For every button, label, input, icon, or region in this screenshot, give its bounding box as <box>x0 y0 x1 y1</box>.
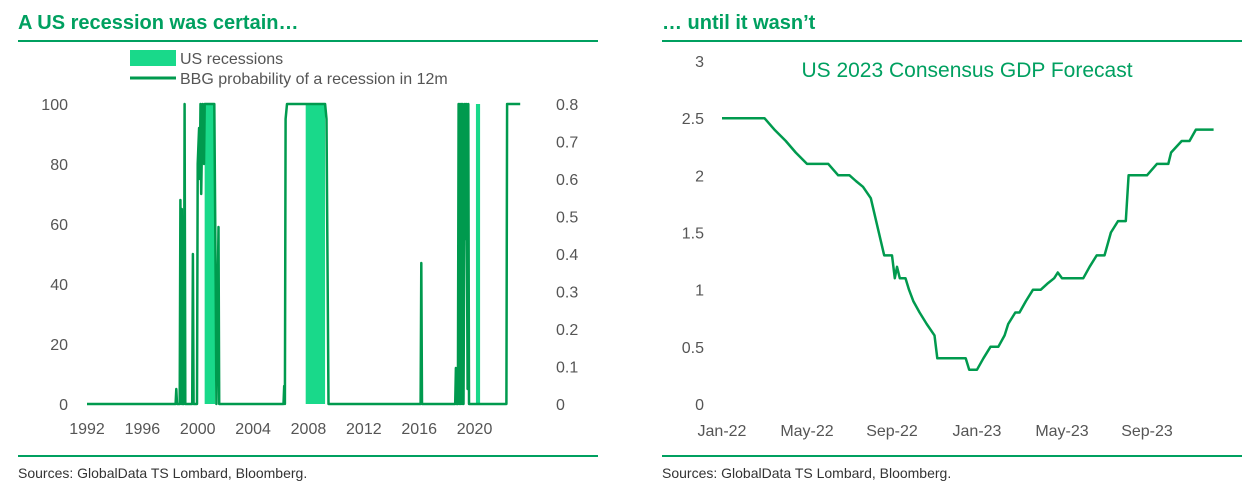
left-source: Sources: GlobalData TS Lombard, Bloomber… <box>18 465 308 481</box>
right-y-tick-label: 0.1 <box>556 360 578 377</box>
x-tick-label: May-23 <box>1035 423 1088 440</box>
right-chart-title: … until it wasn’t <box>662 12 816 34</box>
gdp-forecast-chart: US 2023 Consensus GDP Forecast 0 0.5 1 1.5 2… <box>682 54 1214 440</box>
right-y-axis: 0 0.1 0.2 0.3 0.4 0.5 0.6 0.7 0.8 <box>556 97 578 414</box>
y-tick-label: 1 <box>695 283 704 300</box>
x-tick-label: 1992 <box>69 421 105 438</box>
x-tick-label: Jan-22 <box>698 423 747 440</box>
left-y-tick-label: 80 <box>50 157 68 174</box>
y-tick-label: 0.5 <box>682 340 704 357</box>
x-tick-label: Sep-22 <box>866 423 918 440</box>
right-source-rule <box>662 455 1242 457</box>
legend-label: US recessions <box>180 51 283 68</box>
x-tick-label: 2004 <box>235 421 271 438</box>
recession-bands <box>204 104 481 404</box>
probability-series-line <box>87 102 521 406</box>
right-y-tick-label: 0.2 <box>556 322 578 339</box>
right-y-tick-label: 0.4 <box>556 247 578 264</box>
left-y-axis: 0 20 40 60 80 100 <box>41 97 68 414</box>
left-y-tick-label: 100 <box>41 97 68 114</box>
left-panel: A US recession was certain… US recession… <box>0 0 605 493</box>
right-y-tick-label: 0.5 <box>556 210 578 227</box>
right-y-tick-label: 0.7 <box>556 135 578 152</box>
y-tick-label: 0 <box>695 397 704 414</box>
y-tick-label: 3 <box>695 54 704 71</box>
right-panel: … until it wasn’t US 2023 Consensus GDP … <box>660 0 1247 493</box>
gdp-chart-inner-title: US 2023 Consensus GDP Forecast <box>801 59 1132 82</box>
x-tick-label: 2012 <box>346 421 382 438</box>
probability-line <box>87 102 521 406</box>
right-y-tick-label: 0.8 <box>556 97 578 114</box>
x-tick-label: 2000 <box>180 421 216 438</box>
left-y-tick-label: 40 <box>50 277 68 294</box>
x-tick-label: 2008 <box>291 421 327 438</box>
left-source-rule <box>18 455 598 457</box>
x-tick-label: Sep-23 <box>1121 423 1173 440</box>
y-tick-label: 1.5 <box>682 226 704 243</box>
legend: US recessions BBG probability of a recess… <box>130 50 448 88</box>
x-axis: Jan-22 May-22 Sep-22 Jan-23 May-23 Sep-23 <box>698 423 1173 440</box>
recession-band <box>475 104 481 404</box>
gdp-forecast-line <box>722 116 1214 371</box>
left-y-tick-label: 60 <box>50 217 68 234</box>
x-tick-label: Jan-23 <box>953 423 1002 440</box>
y-tick-label: 2.5 <box>682 111 704 128</box>
left-y-tick-label: 0 <box>59 397 68 414</box>
right-title-rule <box>662 40 1242 42</box>
left-title-rule <box>18 40 598 42</box>
right-source: Sources: GlobalData TS Lombard, Bloomber… <box>662 465 952 481</box>
y-tick-label: 2 <box>695 168 704 185</box>
x-tick-label: 2016 <box>401 421 437 438</box>
x-tick-label: May-22 <box>780 423 833 440</box>
recession-probability-chart: US recessions BBG probability of a recess… <box>41 50 578 438</box>
recession-band <box>305 104 326 404</box>
left-chart-title: A US recession was certain… <box>18 12 299 34</box>
x-tick-label: 1996 <box>125 421 161 438</box>
x-tick-label: 2020 <box>457 421 493 438</box>
right-y-tick-label: 0 <box>556 397 565 414</box>
gdp-series-line <box>722 116 1214 371</box>
y-axis: 0 0.5 1 1.5 2 2.5 3 <box>682 54 704 414</box>
recession-band <box>204 104 216 404</box>
x-axis: 1992 1996 2000 2004 2008 2012 2016 2020 <box>69 421 492 438</box>
left-y-tick-label: 20 <box>50 337 68 354</box>
right-y-tick-label: 0.6 <box>556 172 578 189</box>
legend-swatch-recessions <box>130 50 176 66</box>
right-y-tick-label: 0.3 <box>556 285 578 302</box>
legend-label: BBG probability of a recession in 12m <box>180 71 448 88</box>
